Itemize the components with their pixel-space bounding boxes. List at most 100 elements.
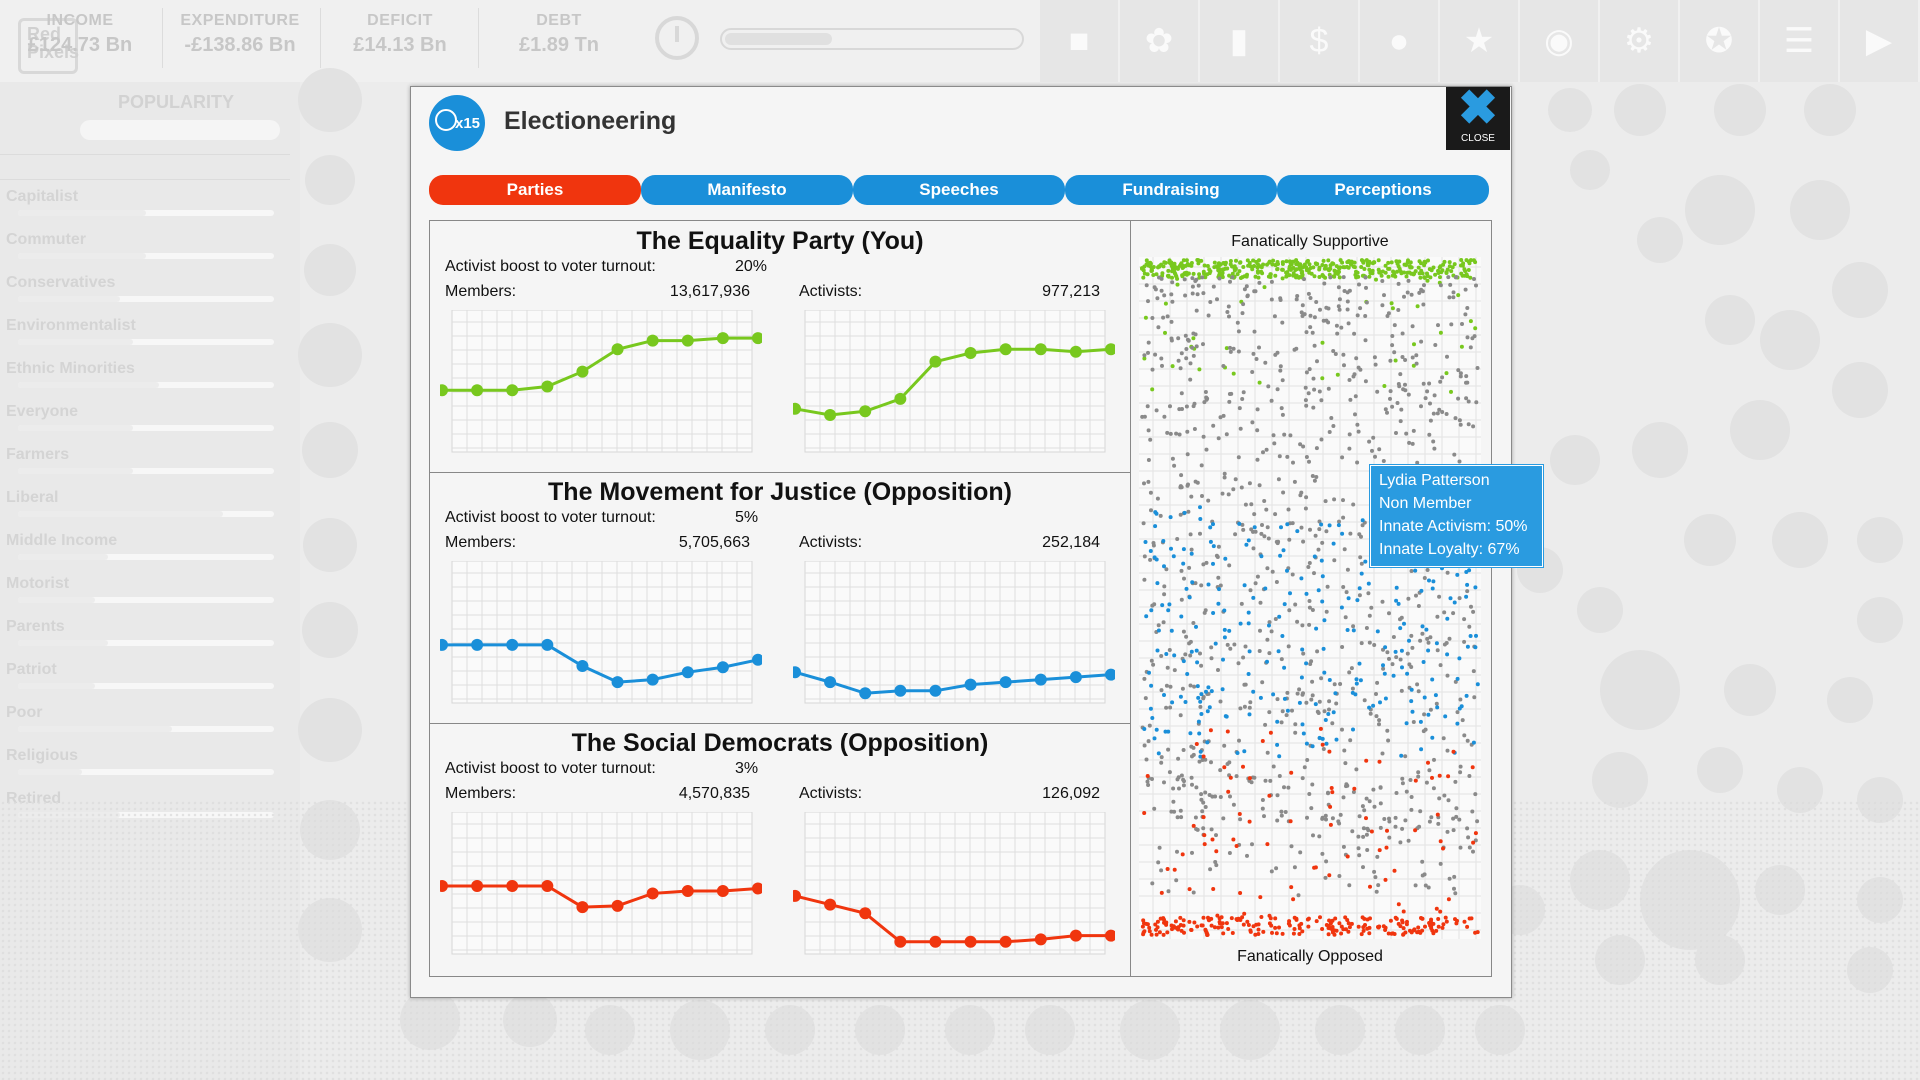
voter-dot[interactable] bbox=[1330, 261, 1335, 266]
voter-dot[interactable] bbox=[1190, 580, 1195, 585]
voter-dot[interactable] bbox=[1462, 733, 1467, 738]
voter-dot[interactable] bbox=[1471, 424, 1476, 429]
voter-dot[interactable] bbox=[1189, 551, 1194, 556]
voter-dot[interactable] bbox=[1219, 925, 1224, 930]
voter-dot[interactable] bbox=[1201, 562, 1206, 567]
voter-dot[interactable] bbox=[1434, 928, 1439, 933]
voter-dot[interactable] bbox=[1371, 787, 1376, 792]
voter-dot[interactable] bbox=[1263, 778, 1268, 783]
voter-dot[interactable] bbox=[1275, 697, 1280, 702]
voter-dot[interactable] bbox=[1320, 815, 1325, 820]
voter-dot[interactable] bbox=[1213, 860, 1218, 864]
voter-dot[interactable] bbox=[1255, 407, 1260, 412]
voter-dot[interactable] bbox=[1455, 710, 1460, 715]
policy-icon[interactable] bbox=[1857, 517, 1903, 563]
voter-dot[interactable] bbox=[1464, 380, 1468, 385]
voter-dot[interactable] bbox=[1367, 267, 1372, 272]
voter-dot[interactable] bbox=[1263, 722, 1268, 727]
voter-dot[interactable] bbox=[1148, 706, 1153, 711]
voter-dot[interactable] bbox=[1183, 333, 1188, 338]
voter-dot[interactable] bbox=[1356, 834, 1361, 839]
voter-dot[interactable] bbox=[1146, 428, 1151, 433]
voter-dot[interactable] bbox=[1140, 924, 1145, 929]
voter-dot[interactable] bbox=[1457, 459, 1462, 464]
voter-dot[interactable] bbox=[1359, 265, 1364, 269]
voter-dot[interactable] bbox=[1201, 754, 1206, 759]
voter-dot[interactable] bbox=[1309, 806, 1314, 811]
voter-dot[interactable] bbox=[1471, 740, 1476, 745]
voter-dot[interactable] bbox=[1368, 884, 1372, 889]
voter-dot[interactable] bbox=[1203, 757, 1208, 762]
voter-dot[interactable] bbox=[1299, 576, 1304, 581]
voter-dot[interactable] bbox=[1411, 720, 1416, 724]
voter-dot[interactable] bbox=[1388, 396, 1392, 401]
voter-dot[interactable] bbox=[1364, 796, 1369, 801]
voter-dot[interactable] bbox=[1245, 293, 1250, 298]
voter-dot[interactable] bbox=[1445, 267, 1450, 272]
voter-dot[interactable] bbox=[1330, 918, 1335, 923]
voter-dot[interactable] bbox=[1403, 382, 1407, 387]
voter-dot[interactable] bbox=[1447, 876, 1452, 881]
voter-dot[interactable] bbox=[1325, 584, 1330, 589]
voter-dot[interactable] bbox=[1185, 337, 1190, 342]
voter-dot[interactable] bbox=[1394, 598, 1399, 603]
voter-dot[interactable] bbox=[1314, 626, 1319, 631]
voter-dot[interactable] bbox=[1227, 399, 1232, 404]
voter-dot[interactable] bbox=[1168, 684, 1173, 689]
voter-dot[interactable] bbox=[1459, 344, 1464, 349]
voter-dot[interactable] bbox=[1366, 263, 1371, 268]
voter-dot[interactable] bbox=[1380, 303, 1385, 308]
voter-dot[interactable] bbox=[1395, 269, 1399, 274]
voter-dot[interactable] bbox=[1454, 275, 1459, 279]
voter-dot[interactable] bbox=[1428, 401, 1432, 406]
voter-dot[interactable] bbox=[1345, 307, 1350, 312]
voter-dot[interactable] bbox=[1436, 917, 1441, 921]
voter-dot[interactable] bbox=[1355, 270, 1360, 275]
voter-dot[interactable] bbox=[1398, 617, 1402, 622]
voter-dot[interactable] bbox=[1304, 455, 1309, 459]
voter-dot[interactable] bbox=[1375, 680, 1380, 685]
voter-dot[interactable] bbox=[1436, 924, 1441, 929]
voter-dot[interactable] bbox=[1424, 627, 1429, 632]
voter-dot[interactable] bbox=[1437, 773, 1442, 778]
voter-dot[interactable] bbox=[1360, 518, 1365, 523]
voter-dot[interactable] bbox=[1436, 268, 1440, 273]
voter-dot[interactable] bbox=[1426, 258, 1430, 263]
voter-dot[interactable] bbox=[1318, 307, 1322, 312]
voter-dot[interactable] bbox=[1255, 265, 1260, 270]
voter-dot[interactable] bbox=[1199, 463, 1204, 468]
voter-dot[interactable] bbox=[1363, 314, 1368, 318]
voter-dot[interactable] bbox=[1304, 741, 1309, 746]
voter-dot[interactable] bbox=[1438, 861, 1443, 866]
voter-dot[interactable] bbox=[1427, 432, 1432, 437]
voter-dot[interactable] bbox=[1162, 564, 1166, 569]
voter-dot[interactable] bbox=[1457, 656, 1462, 661]
voter-dot[interactable] bbox=[1280, 320, 1285, 325]
voter-dot[interactable] bbox=[1387, 835, 1392, 840]
voter-dot[interactable] bbox=[1389, 301, 1394, 306]
voter-dot[interactable] bbox=[1225, 762, 1230, 766]
voter-dot[interactable] bbox=[1161, 315, 1166, 320]
voter-dot[interactable] bbox=[1196, 695, 1201, 700]
voter-dot[interactable] bbox=[1459, 263, 1463, 268]
voter-dot[interactable] bbox=[1293, 730, 1298, 735]
voter-dot[interactable] bbox=[1221, 657, 1225, 662]
voter-dot[interactable] bbox=[1154, 727, 1159, 732]
voter-dot[interactable] bbox=[1252, 289, 1257, 294]
voter-dot[interactable] bbox=[1364, 285, 1368, 290]
voter-dot[interactable] bbox=[1322, 281, 1327, 286]
voter-dot[interactable] bbox=[1167, 602, 1172, 607]
voter-dot[interactable] bbox=[1290, 572, 1295, 577]
voter-dot[interactable] bbox=[1271, 692, 1276, 697]
voter-dot[interactable] bbox=[1339, 605, 1344, 610]
voter-dot[interactable] bbox=[1248, 928, 1253, 933]
voter-dot[interactable] bbox=[1144, 921, 1149, 926]
voter-dot[interactable] bbox=[1405, 671, 1410, 676]
voter-dot[interactable] bbox=[1327, 873, 1332, 878]
voter-dot[interactable] bbox=[1265, 262, 1269, 267]
voter-dot[interactable] bbox=[1374, 889, 1379, 894]
policy-icon[interactable] bbox=[298, 68, 362, 132]
voter-dot[interactable] bbox=[1419, 268, 1424, 273]
voter-dot[interactable] bbox=[1260, 739, 1265, 743]
voter-dot[interactable] bbox=[1142, 676, 1147, 681]
